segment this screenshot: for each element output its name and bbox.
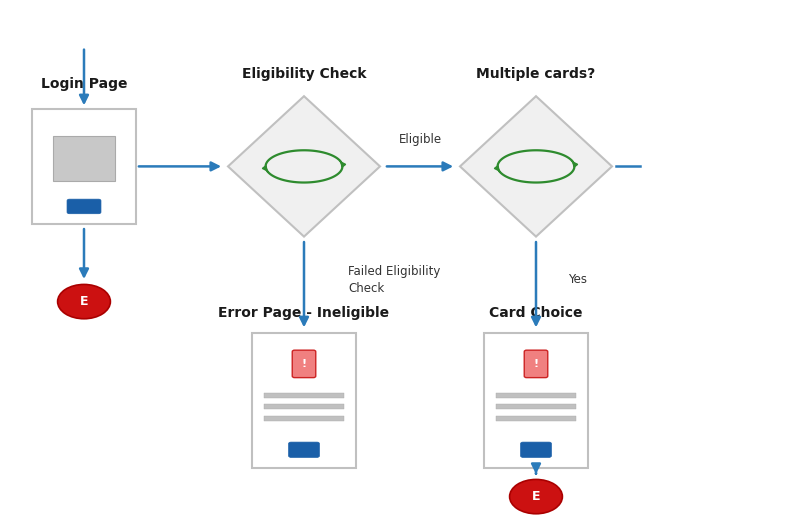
FancyBboxPatch shape bbox=[265, 405, 343, 409]
Text: Eligibility Check: Eligibility Check bbox=[242, 67, 366, 81]
Text: E: E bbox=[80, 295, 88, 308]
Polygon shape bbox=[460, 96, 612, 237]
Circle shape bbox=[58, 284, 110, 319]
Polygon shape bbox=[228, 96, 380, 237]
FancyBboxPatch shape bbox=[521, 442, 551, 458]
FancyBboxPatch shape bbox=[289, 442, 319, 458]
Text: Yes: Yes bbox=[568, 273, 587, 286]
FancyBboxPatch shape bbox=[484, 333, 588, 468]
FancyBboxPatch shape bbox=[252, 333, 356, 468]
Circle shape bbox=[510, 479, 562, 514]
Text: !: ! bbox=[302, 359, 306, 369]
FancyBboxPatch shape bbox=[67, 199, 101, 214]
Text: Multiple cards?: Multiple cards? bbox=[476, 67, 596, 81]
Text: !: ! bbox=[534, 359, 538, 369]
Text: Eligible: Eligible bbox=[398, 133, 442, 146]
Text: Error Page - Ineligible: Error Page - Ineligible bbox=[218, 306, 390, 320]
Text: Card Choice: Card Choice bbox=[490, 306, 582, 320]
FancyBboxPatch shape bbox=[524, 350, 548, 378]
FancyBboxPatch shape bbox=[497, 405, 575, 409]
FancyBboxPatch shape bbox=[265, 416, 343, 421]
FancyBboxPatch shape bbox=[53, 136, 115, 181]
Text: Failed Eligibility
Check: Failed Eligibility Check bbox=[348, 265, 440, 294]
FancyBboxPatch shape bbox=[497, 416, 575, 421]
Text: Login Page: Login Page bbox=[41, 77, 127, 91]
FancyBboxPatch shape bbox=[497, 393, 575, 398]
FancyBboxPatch shape bbox=[265, 393, 343, 398]
FancyBboxPatch shape bbox=[32, 109, 136, 224]
FancyBboxPatch shape bbox=[292, 350, 316, 378]
Text: E: E bbox=[532, 490, 540, 503]
